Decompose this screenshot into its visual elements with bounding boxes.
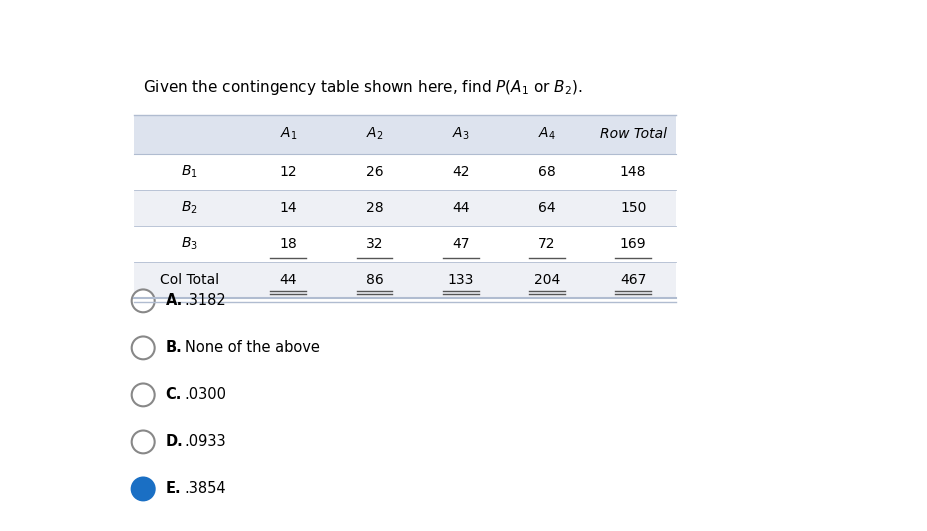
Ellipse shape <box>132 431 155 453</box>
Ellipse shape <box>132 337 155 359</box>
Text: 150: 150 <box>620 201 646 215</box>
Text: $A_4$: $A_4$ <box>538 126 556 142</box>
Text: .0933: .0933 <box>184 434 226 449</box>
Text: $A_3$: $A_3$ <box>452 126 469 142</box>
Text: $A_2$: $A_2$ <box>366 126 383 142</box>
Text: 42: 42 <box>452 165 469 178</box>
Text: 133: 133 <box>448 272 474 287</box>
Text: Given the contingency table shown here, find $P(A_1$ or $B_2)$.: Given the contingency table shown here, … <box>143 78 583 97</box>
Text: 28: 28 <box>365 201 384 215</box>
Text: 26: 26 <box>365 165 384 178</box>
Text: 44: 44 <box>452 201 469 215</box>
Text: .3182: .3182 <box>184 293 226 309</box>
Text: 467: 467 <box>620 272 646 287</box>
Bar <box>133 115 676 153</box>
Text: E.: E. <box>165 482 181 496</box>
Text: 64: 64 <box>538 201 556 215</box>
Ellipse shape <box>132 477 155 500</box>
Text: 148: 148 <box>620 165 646 178</box>
Ellipse shape <box>132 383 155 406</box>
Text: Row Total: Row Total <box>600 127 667 141</box>
Bar <box>133 262 676 297</box>
Text: A.: A. <box>165 293 183 309</box>
Text: C.: C. <box>165 388 182 402</box>
Text: $B_2$: $B_2$ <box>181 200 197 216</box>
Text: B.: B. <box>165 340 183 355</box>
Text: 44: 44 <box>280 272 297 287</box>
Text: 47: 47 <box>452 237 469 251</box>
Bar <box>133 190 676 226</box>
Text: Col Total: Col Total <box>160 272 219 287</box>
Text: 68: 68 <box>538 165 556 178</box>
Text: 86: 86 <box>365 272 384 287</box>
Text: 18: 18 <box>279 237 298 251</box>
Text: .0300: .0300 <box>184 388 227 402</box>
Text: $B_1$: $B_1$ <box>181 164 197 180</box>
Text: None of the above: None of the above <box>184 340 320 355</box>
Text: 169: 169 <box>620 237 646 251</box>
Text: 72: 72 <box>539 237 555 251</box>
Bar <box>133 226 676 262</box>
Text: $A_1$: $A_1$ <box>280 126 297 142</box>
Text: .3854: .3854 <box>184 482 226 496</box>
Ellipse shape <box>132 289 155 312</box>
Bar <box>133 153 676 190</box>
Text: D.: D. <box>165 434 184 449</box>
Text: 12: 12 <box>279 165 298 178</box>
Text: $B_3$: $B_3$ <box>181 235 198 252</box>
Text: 14: 14 <box>279 201 298 215</box>
Text: 32: 32 <box>366 237 383 251</box>
Text: 204: 204 <box>534 272 560 287</box>
